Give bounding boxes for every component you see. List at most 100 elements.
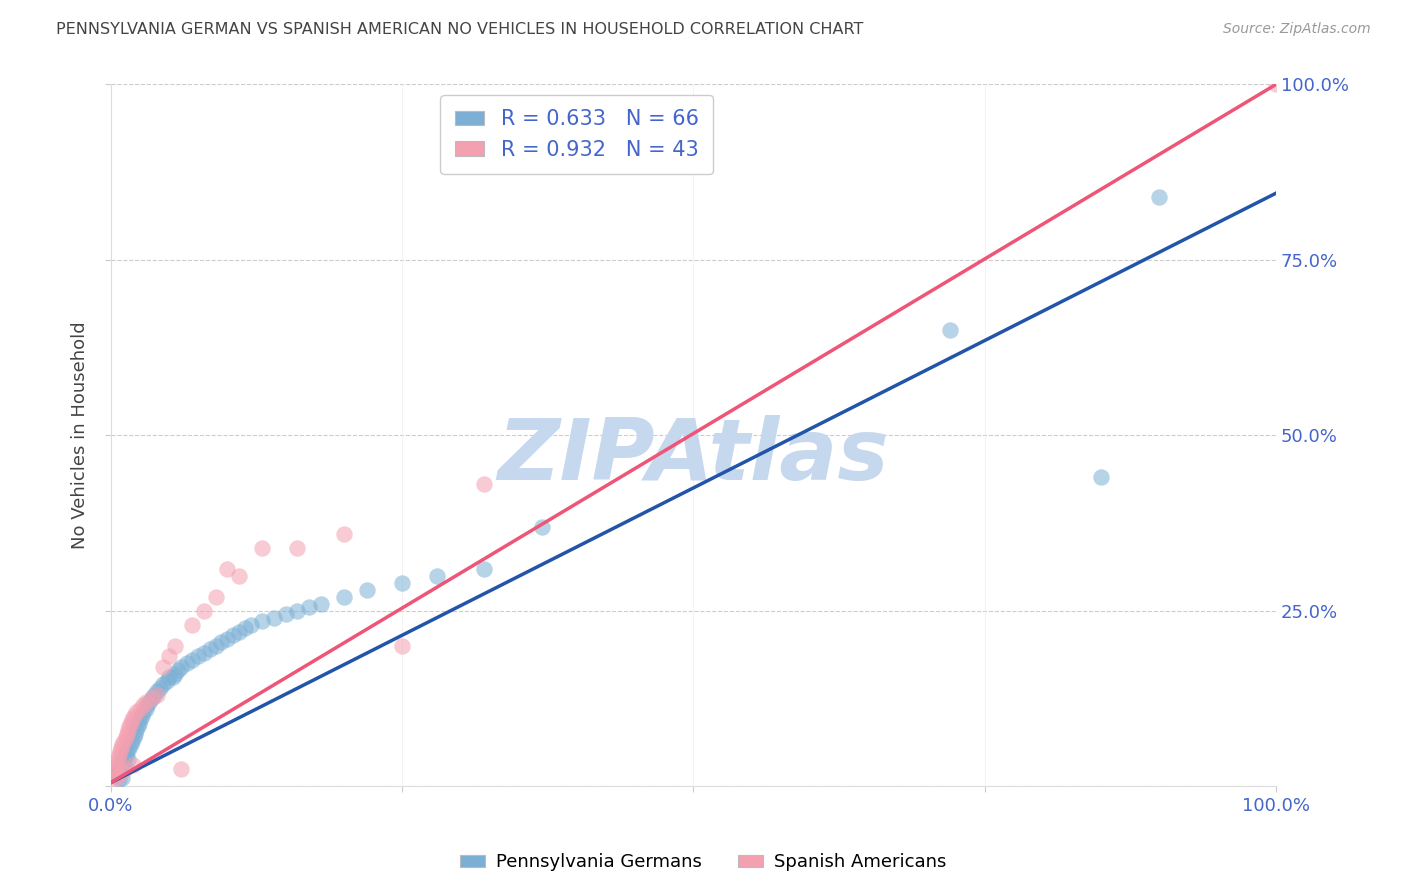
Point xyxy=(152,660,174,674)
Point xyxy=(356,582,378,597)
Point xyxy=(156,673,179,688)
Point xyxy=(228,624,250,639)
Point xyxy=(157,649,180,664)
Point xyxy=(129,713,152,727)
Point xyxy=(239,617,262,632)
Point xyxy=(1090,470,1112,484)
Point xyxy=(120,737,142,751)
Point xyxy=(141,691,163,706)
Point xyxy=(233,621,256,635)
Point xyxy=(204,590,226,604)
Point xyxy=(110,758,132,772)
Point xyxy=(107,764,129,778)
Point xyxy=(111,755,134,769)
Point xyxy=(135,695,157,709)
Point xyxy=(121,713,143,727)
Point xyxy=(129,702,152,716)
Point xyxy=(181,617,204,632)
Point xyxy=(530,519,553,533)
Point xyxy=(193,604,215,618)
Point xyxy=(105,755,128,769)
Point xyxy=(103,765,125,780)
Point xyxy=(135,698,157,713)
Point xyxy=(193,646,215,660)
Point xyxy=(104,769,127,783)
Point xyxy=(163,639,186,653)
Point xyxy=(111,737,134,751)
Text: Source: ZipAtlas.com: Source: ZipAtlas.com xyxy=(1223,22,1371,37)
Point xyxy=(114,759,136,773)
Point xyxy=(217,632,239,646)
Point xyxy=(111,771,134,785)
Point xyxy=(128,716,150,731)
Point xyxy=(138,695,160,709)
Point xyxy=(114,762,136,776)
Point xyxy=(170,762,193,776)
Point xyxy=(107,751,129,765)
Point xyxy=(108,744,131,758)
Point xyxy=(176,657,198,671)
Point xyxy=(118,719,141,733)
Point xyxy=(112,733,135,747)
Point xyxy=(127,719,149,733)
Y-axis label: No Vehicles in Household: No Vehicles in Household xyxy=(72,321,89,549)
Point xyxy=(285,541,308,555)
Text: PENNSYLVANIA GERMAN VS SPANISH AMERICAN NO VEHICLES IN HOUSEHOLD CORRELATION CHA: PENNSYLVANIA GERMAN VS SPANISH AMERICAN … xyxy=(56,22,863,37)
Point xyxy=(103,762,125,776)
Point xyxy=(228,568,250,582)
Point xyxy=(122,758,145,772)
Point xyxy=(187,649,209,664)
Point xyxy=(217,561,239,575)
Point xyxy=(222,628,245,642)
Point xyxy=(125,706,148,720)
Point xyxy=(104,772,127,786)
Point xyxy=(117,752,139,766)
Point xyxy=(122,730,145,744)
Point xyxy=(112,751,135,765)
Point xyxy=(146,684,169,698)
Point xyxy=(391,575,413,590)
Point xyxy=(274,607,297,622)
Point xyxy=(146,688,169,702)
Point xyxy=(181,653,204,667)
Point xyxy=(263,611,285,625)
Point xyxy=(142,688,165,702)
Legend: Pennsylvania Germans, Spanish Americans: Pennsylvania Germans, Spanish Americans xyxy=(453,847,953,879)
Point xyxy=(472,477,495,491)
Point xyxy=(167,664,190,678)
Point xyxy=(117,723,139,737)
Point xyxy=(298,600,321,615)
Point xyxy=(124,726,146,740)
Point xyxy=(118,740,141,755)
Point xyxy=(108,747,131,762)
Point xyxy=(132,698,155,713)
Point xyxy=(101,765,124,780)
Legend: R = 0.633   N = 66, R = 0.932   N = 43: R = 0.633 N = 66, R = 0.932 N = 43 xyxy=(440,95,713,175)
Point xyxy=(426,568,449,582)
Point xyxy=(135,702,157,716)
Point xyxy=(125,723,148,737)
Point xyxy=(121,733,143,747)
Point xyxy=(132,706,155,720)
Point xyxy=(211,635,233,649)
Point xyxy=(198,642,221,657)
Point xyxy=(1149,190,1171,204)
Point xyxy=(105,766,128,780)
Point xyxy=(108,762,131,776)
Point xyxy=(170,660,193,674)
Point xyxy=(163,666,186,681)
Point xyxy=(131,709,153,723)
Point xyxy=(115,744,138,758)
Point xyxy=(472,561,495,575)
Text: ZIPAtlas: ZIPAtlas xyxy=(498,415,889,498)
Point xyxy=(309,597,332,611)
Point xyxy=(141,691,163,706)
Point xyxy=(162,670,184,684)
Point xyxy=(252,614,274,628)
Point xyxy=(107,769,129,783)
Point xyxy=(149,681,172,695)
Point xyxy=(152,677,174,691)
Point xyxy=(115,730,138,744)
Point xyxy=(285,604,308,618)
Point xyxy=(110,740,132,755)
